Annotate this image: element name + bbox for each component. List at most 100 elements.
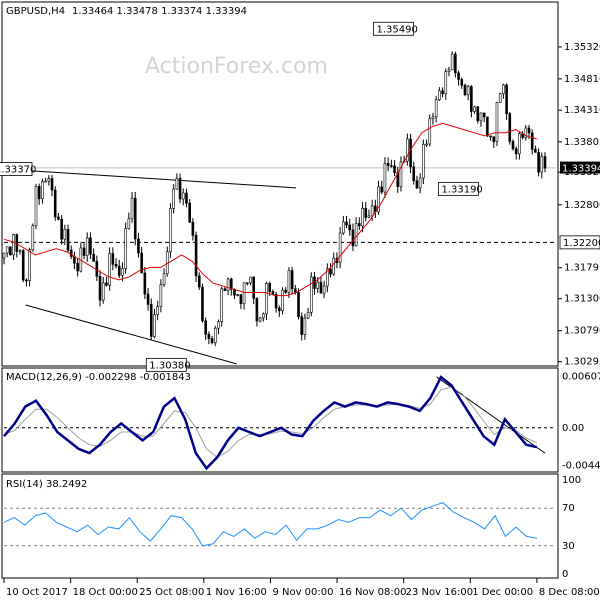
candle-body (236, 294, 239, 296)
rsi-axis: 100 70 30 0 (562, 475, 581, 580)
candle-body (460, 79, 464, 86)
candle-body (69, 249, 73, 257)
candle-body (140, 252, 143, 274)
price-axis: 1.353201.348101.343101.338051.333201.328… (558, 42, 600, 368)
candle-body (290, 270, 294, 290)
candle-body (486, 116, 489, 137)
macd-axis: 0.006073 0.00 -0.004441 (562, 371, 600, 471)
candle-body (281, 289, 284, 312)
candle-body (415, 180, 419, 189)
candle-body (377, 186, 380, 213)
candle-body (34, 186, 38, 227)
candle-body (351, 229, 355, 247)
candle-body (178, 177, 182, 200)
rsi-line (3, 502, 537, 547)
candle-body (274, 294, 278, 309)
time-tick-label: 25 Oct 08:00 (139, 587, 204, 598)
candle-body (316, 281, 320, 289)
candle-body (233, 289, 236, 296)
candle-body (326, 268, 329, 287)
candle-body (345, 221, 348, 226)
rsi-title: RSI(14) 38.2492 (6, 479, 87, 490)
candle-body (489, 135, 492, 138)
candle-body (25, 279, 28, 282)
candle-body (258, 317, 262, 322)
candle-body (223, 288, 227, 291)
candle-body (370, 205, 374, 217)
candle-body (287, 270, 291, 293)
candle-body (470, 86, 473, 112)
candle-body (313, 276, 316, 289)
candle-body (133, 197, 137, 240)
macd-title: MACD(12,26,9) -0.002298 -0.001843 (6, 372, 191, 383)
candle-body (505, 84, 508, 115)
candle-body (44, 180, 47, 183)
candle-body (380, 186, 384, 193)
candle-body (447, 69, 451, 72)
candle-body (409, 138, 412, 168)
candlestick-series (2, 51, 547, 347)
candle-body (197, 275, 201, 288)
candle-body (181, 192, 185, 200)
candle-body (73, 256, 76, 264)
candle-body (162, 273, 166, 286)
candle-body (358, 223, 361, 227)
candle-body (105, 282, 108, 286)
candle-body (441, 90, 444, 94)
price-tick-label: 1.31795 (564, 263, 600, 274)
candle-body (364, 208, 368, 218)
candle-body (495, 102, 499, 143)
candle-body (213, 327, 217, 344)
candle-body (342, 221, 345, 234)
candle-body (406, 138, 409, 162)
candle-body (28, 249, 31, 282)
price-annotation-box (0, 162, 33, 176)
candle-body (37, 186, 41, 200)
candle-body (444, 71, 448, 94)
candle-body (527, 127, 531, 134)
candle-body (463, 85, 467, 96)
candle-body (438, 90, 441, 100)
candle-body (207, 333, 211, 339)
candle-body (418, 177, 422, 189)
candle-body (185, 192, 188, 204)
candle-body (229, 278, 233, 290)
candle-body (422, 144, 425, 179)
candle-body (194, 235, 198, 277)
price-tick-label: 1.35320 (564, 42, 600, 53)
candle-body (332, 257, 336, 275)
candle-body (434, 99, 438, 118)
price-annotation-label: 1.35490 (377, 24, 418, 35)
candle-body (543, 156, 547, 169)
candle-body (329, 268, 332, 275)
time-tick-label: 23 Nov 16:00 (406, 587, 473, 598)
candle-body (89, 237, 92, 255)
rsi-tick-label: 30 (562, 541, 575, 552)
candle-body (322, 285, 326, 294)
candle-body (294, 288, 297, 293)
candle-body (498, 93, 502, 103)
candle-body (479, 112, 483, 122)
candle-body (172, 188, 175, 209)
candle-body (41, 181, 44, 200)
candle-body (297, 291, 300, 318)
price-annotation-label: 1.33370 (0, 165, 36, 176)
candle-body (153, 314, 156, 337)
time-tick-label: 8 Dec 08:00 (539, 587, 600, 598)
candle-body (482, 112, 486, 118)
rsi-panel-frame (1, 473, 559, 579)
time-tick-label: 1 Dec 00:00 (472, 587, 533, 598)
macd-tick-label: 0.006073 (562, 371, 600, 382)
candle-body (50, 178, 54, 191)
rsi-tick-label: 0 (562, 569, 568, 580)
candle-body (450, 53, 454, 71)
candle-body (9, 246, 12, 256)
candle-body (210, 338, 214, 344)
time-tick-label: 18 Oct 00:00 (73, 587, 138, 598)
candle-body (47, 178, 51, 182)
rsi-tick-label: 100 (562, 475, 581, 486)
candle-body (101, 282, 105, 301)
moving-average-line (3, 122, 538, 297)
macd-tick-label: 0.00 (562, 423, 584, 434)
candle-body (431, 116, 435, 120)
